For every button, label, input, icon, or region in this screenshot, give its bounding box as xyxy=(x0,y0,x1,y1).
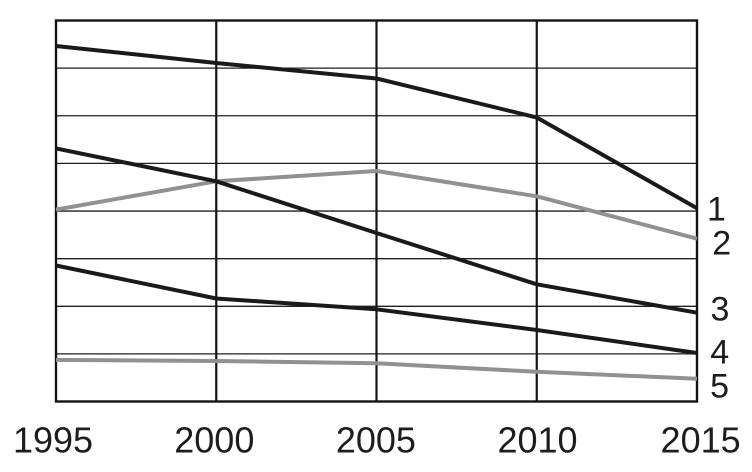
svg-text:5: 5 xyxy=(710,367,729,405)
svg-text:2015: 2015 xyxy=(661,420,741,461)
svg-text:3: 3 xyxy=(711,290,730,328)
svg-text:4: 4 xyxy=(710,334,729,372)
svg-text:2010: 2010 xyxy=(497,420,577,461)
svg-text:1995: 1995 xyxy=(13,420,93,461)
svg-text:1: 1 xyxy=(707,191,726,229)
svg-text:2: 2 xyxy=(712,224,731,262)
svg-text:2000: 2000 xyxy=(174,420,254,461)
svg-text:2005: 2005 xyxy=(336,420,416,461)
